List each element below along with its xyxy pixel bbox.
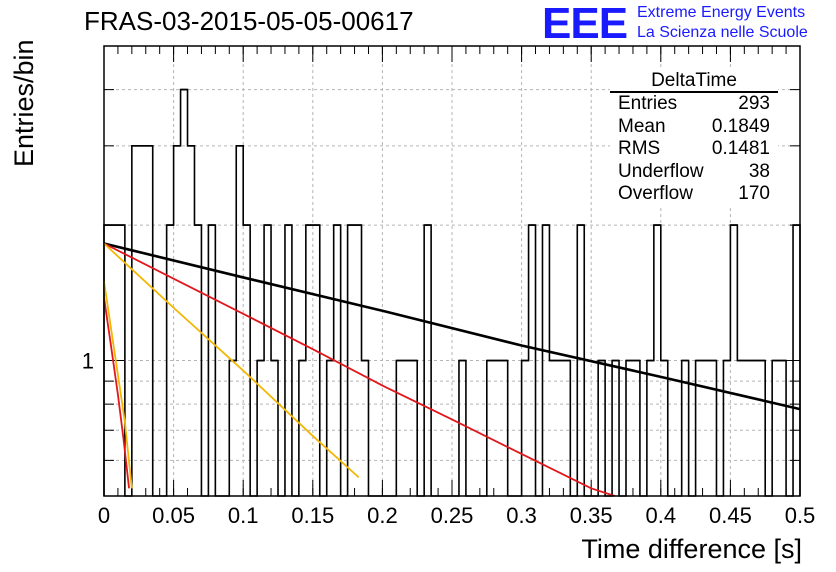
stats-title: DeltaTime — [610, 70, 778, 93]
fit-curve-2 — [103, 242, 616, 497]
stats-value: 293 — [738, 93, 770, 114]
stats-label: Entries — [618, 93, 678, 114]
x-tick-label: 0.35 — [570, 503, 613, 528]
stats-row-mean: Mean 0.1849 — [610, 116, 778, 139]
stats-row-underflow: Underflow 38 — [610, 161, 778, 184]
y-tick-label: 1 — [82, 349, 94, 374]
stats-label: Mean — [618, 115, 666, 137]
x-axis-label: Time difference [s] — [581, 534, 802, 564]
x-tick-label: 0.1 — [228, 503, 259, 528]
x-tick-label: 0.15 — [291, 503, 334, 528]
stats-value: 38 — [748, 160, 770, 182]
logo-line-1: Extreme Energy Events — [637, 4, 806, 21]
x-tick-label: 0.4 — [646, 503, 677, 528]
stats-row-rms: RMS 0.1481 — [610, 138, 778, 161]
stats-row-overflow: Overflow 170 — [610, 183, 778, 206]
plot-frame — [103, 45, 801, 497]
stats-box: DeltaTime Entries 293 Mean 0.1849 RMS 0.… — [610, 70, 778, 206]
logo-line-2: La Scienza nelle Scuole — [637, 24, 808, 41]
fit-curve-3 — [103, 242, 360, 479]
x-tick-label: 0.3 — [506, 503, 537, 528]
stats-value: 170 — [738, 183, 770, 204]
stats-value: 0.1481 — [711, 138, 770, 159]
stats-label: RMS — [618, 138, 661, 159]
x-tick-label: 0.45 — [709, 503, 752, 528]
stats-label: Overflow — [618, 183, 693, 204]
x-tick-label: 0.25 — [431, 503, 474, 528]
fit-curve-1 — [103, 242, 801, 411]
eee-logo: EEE — [542, 0, 628, 48]
x-tick-label: 0.2 — [367, 503, 398, 528]
y-axis-label: Entries/bin — [9, 39, 39, 167]
stats-value: 0.1849 — [711, 115, 770, 137]
x-tick-label: 0.5 — [785, 503, 816, 528]
chart-title: FRAS-03-2015-05-05-00617 — [84, 6, 414, 36]
stats-row-entries: Entries 293 — [610, 93, 778, 116]
fit-curve-4 — [103, 281, 133, 489]
x-tick-label: 0.05 — [152, 503, 195, 528]
x-tick-label: 0 — [98, 503, 110, 528]
fit-curve-5 — [103, 297, 130, 489]
stats-label: Underflow — [618, 160, 704, 182]
